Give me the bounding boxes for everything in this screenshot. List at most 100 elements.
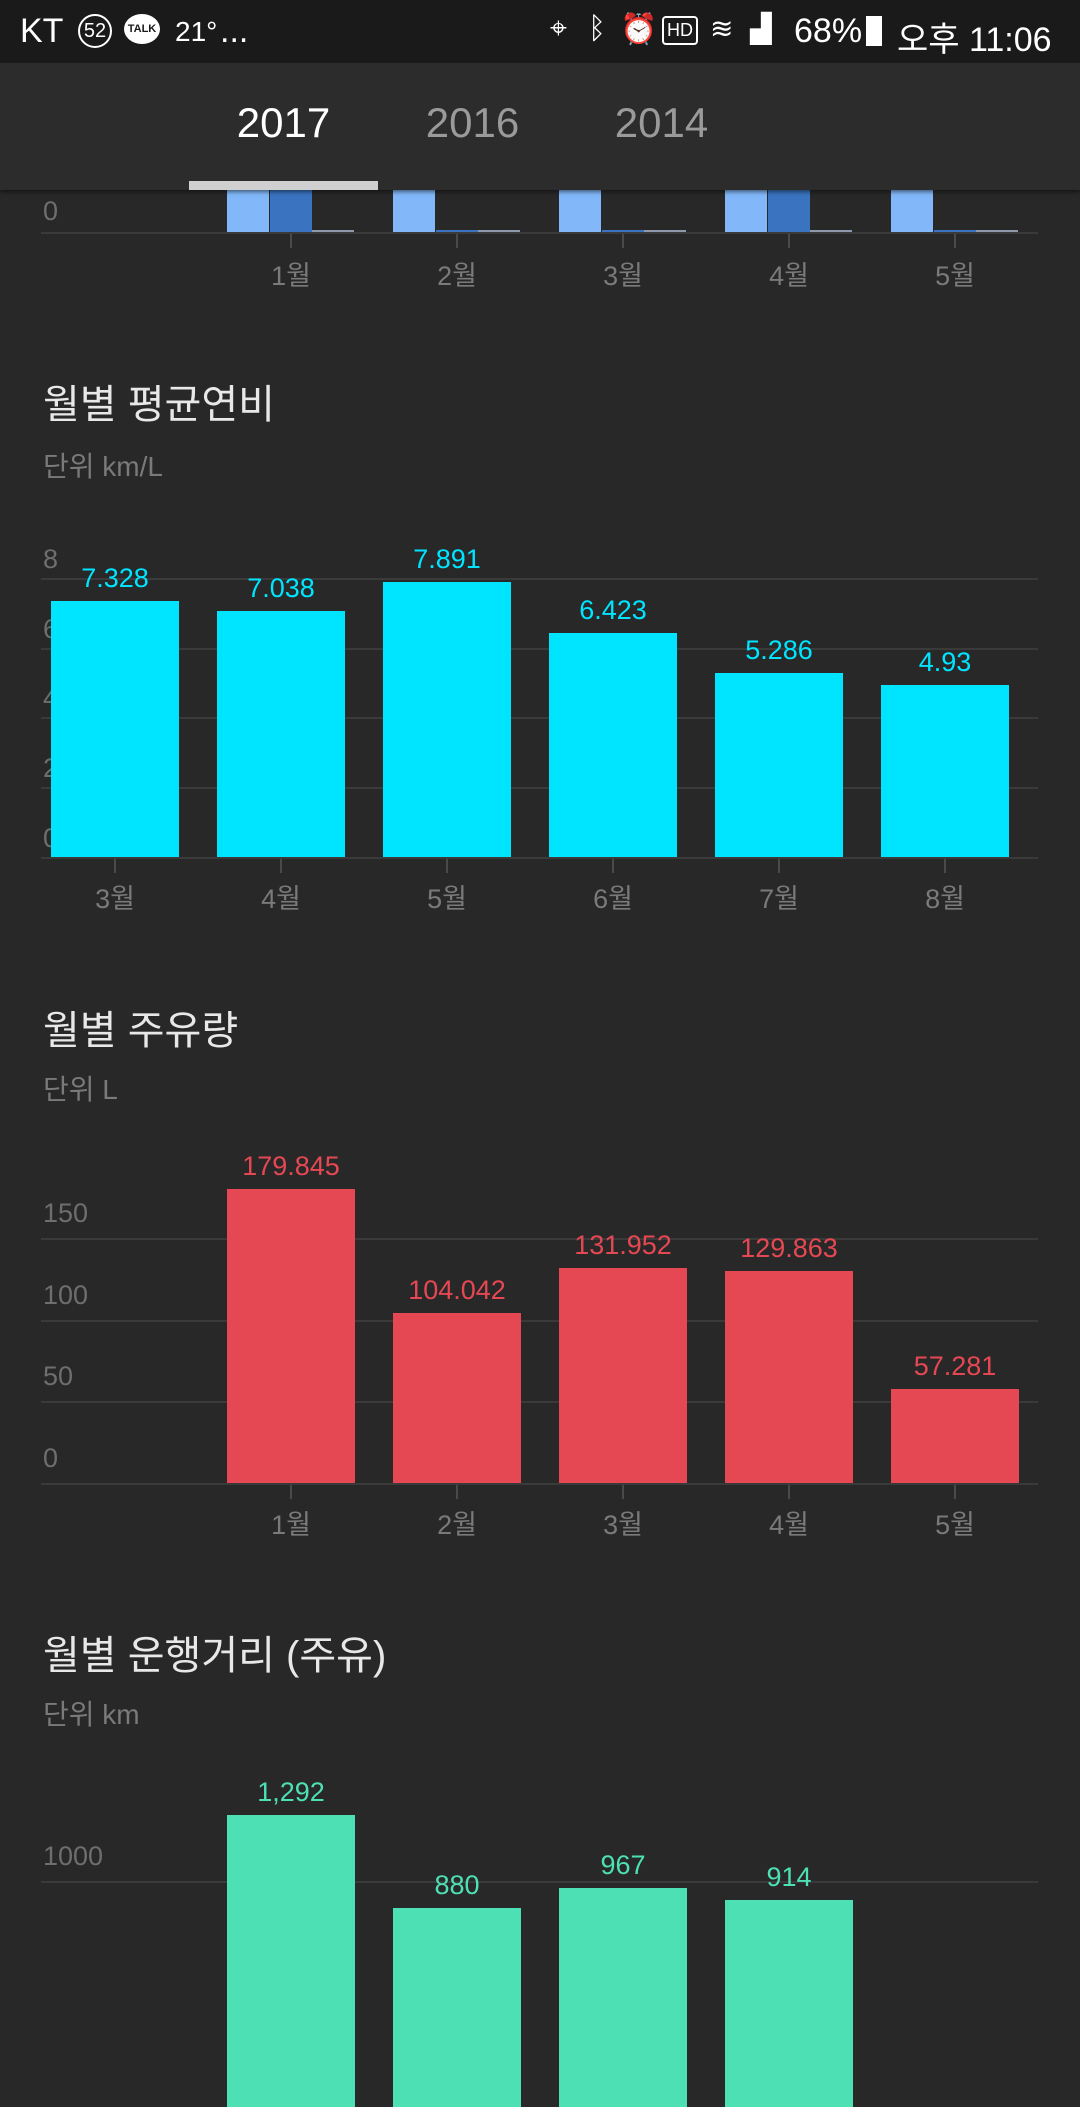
- wifi-icon: ≋: [710, 13, 734, 44]
- chart-title: 월별 주유량: [43, 1009, 239, 1053]
- chart-bar: [227, 1189, 355, 1483]
- tab-2016[interactable]: 2016: [425, 99, 520, 146]
- x-tick: [114, 859, 116, 873]
- x-tick-label: 3월: [603, 1510, 643, 1540]
- chart-bar: [393, 1313, 521, 1483]
- x-tick-label: 3월: [603, 261, 643, 291]
- bar-value-label: 914: [766, 1862, 812, 1893]
- x-tick: [456, 234, 458, 248]
- more-notifications: ...: [220, 12, 249, 50]
- bar-value-label: 7.328: [81, 563, 149, 594]
- chart-bar: [51, 601, 179, 857]
- x-tick: [954, 1485, 956, 1499]
- tab-2017[interactable]: 2017: [236, 99, 331, 146]
- x-tick-label: 5월: [935, 261, 975, 291]
- gridline: [41, 1401, 1038, 1404]
- chart-subtitle: 단위 km: [43, 1699, 140, 1730]
- gridline: [41, 1319, 1038, 1322]
- carrier-label: KT: [20, 12, 64, 50]
- chart-bar: [715, 672, 843, 857]
- x-tick: [290, 234, 292, 248]
- bar-value-label: 1,292: [257, 1777, 325, 1807]
- bar-value-label: 57.281: [913, 1351, 997, 1382]
- tab-2014[interactable]: 2014: [614, 99, 709, 146]
- x-tick: [622, 1485, 624, 1499]
- x-tick: [456, 1485, 458, 1499]
- x-tick: [290, 1485, 292, 1499]
- gridline: [41, 717, 1038, 720]
- bar-series-3: [478, 230, 520, 232]
- battery-icon: [866, 16, 882, 46]
- x-tick-label: 4월: [769, 261, 809, 291]
- bar-series-3: [810, 229, 852, 232]
- x-tick-label: 4월: [769, 1510, 809, 1540]
- x-tick-label: 1월: [271, 261, 311, 291]
- chart-bar: [891, 1389, 1019, 1483]
- x-tick-label: 1월: [271, 1510, 311, 1540]
- bar-value-label: 131.952: [574, 1229, 672, 1260]
- x-tick: [280, 859, 282, 873]
- x-tick-label: 6월: [593, 884, 633, 914]
- bar-value-label: 5.286: [745, 634, 813, 665]
- bar-value-label: 967: [600, 1850, 646, 1881]
- bar-value-label: 7.038: [247, 573, 315, 604]
- bar-series-3: [312, 230, 354, 232]
- kakaotalk-icon: TALK: [124, 14, 160, 44]
- x-tick: [622, 234, 624, 248]
- x-tick-label: 5월: [427, 884, 467, 914]
- gridline: [41, 1881, 1038, 1883]
- gridline: [41, 577, 1038, 580]
- chart-baseline: [41, 232, 1038, 234]
- y-tick-label: 50: [43, 1361, 74, 1392]
- clock: 오후 11:06: [897, 21, 1052, 59]
- notification-count-icon: 52: [78, 14, 112, 48]
- bar-series-3: [976, 230, 1018, 232]
- chart-title: 월별 운행거리 (주유): [43, 1634, 387, 1678]
- chart-bar: [393, 1908, 521, 2107]
- chart-bar: [559, 1888, 687, 2107]
- gridline: [41, 1238, 1038, 1241]
- bar-value-label: 880: [434, 1870, 480, 1901]
- x-tick: [788, 234, 790, 248]
- x-tick: [446, 859, 448, 873]
- x-tick-label: 5월: [935, 1510, 975, 1540]
- chart-bar: [383, 581, 511, 857]
- x-tick: [778, 859, 780, 873]
- x-tick-label: 2월: [437, 261, 477, 291]
- x-tick: [612, 859, 614, 873]
- gridline: [41, 1483, 1038, 1485]
- status-bar: KT 52 TALK 21° ... ⌖ ᛒ ⏰ HD ≋ ▟ 68% 오후 1…: [0, 0, 1080, 63]
- bar-value-label: 7.891: [413, 543, 481, 574]
- bar-series-3: [644, 230, 686, 232]
- x-tick-label: 3월: [95, 884, 135, 914]
- chart-bar: [549, 632, 677, 857]
- signal-icon: ▟: [750, 13, 772, 44]
- y-tick-label: 150: [43, 1198, 89, 1229]
- y-tick-label: 100: [43, 1279, 89, 1310]
- alarm-icon: ⏰: [620, 13, 658, 46]
- chart-subtitle: 단위 L: [43, 1074, 118, 1105]
- bar-series-2: [435, 230, 478, 232]
- gridline: [41, 647, 1038, 650]
- bar-value-label: 179.845: [242, 1151, 340, 1182]
- battery-percent: 68%: [794, 12, 863, 50]
- bar-value-label: 104.042: [408, 1275, 506, 1306]
- bar-value-label: 129.863: [740, 1232, 838, 1263]
- bar-value-label: 6.423: [579, 594, 647, 625]
- gridline: [41, 787, 1038, 790]
- x-tick-label: 4월: [261, 884, 301, 914]
- y-tick-label: 1000: [43, 1841, 104, 1871]
- chart-bar: [881, 684, 1009, 857]
- y-tick-label: 0: [43, 1443, 59, 1473]
- chart-bar: [227, 1815, 355, 2107]
- bluetooth-icon: ᛒ: [588, 12, 606, 45]
- x-tick: [788, 1485, 790, 1499]
- chart-bar: [725, 1900, 853, 2107]
- x-tick: [944, 859, 946, 873]
- bar-series-2: [933, 230, 976, 232]
- bar-value-label: 4.93: [918, 646, 972, 677]
- bar-series-2: [601, 230, 644, 232]
- y-tick-label: 0: [43, 196, 59, 226]
- y-tick-label: 8: [43, 543, 59, 574]
- year-tab-bar: 2017 2016 2014: [0, 63, 1080, 190]
